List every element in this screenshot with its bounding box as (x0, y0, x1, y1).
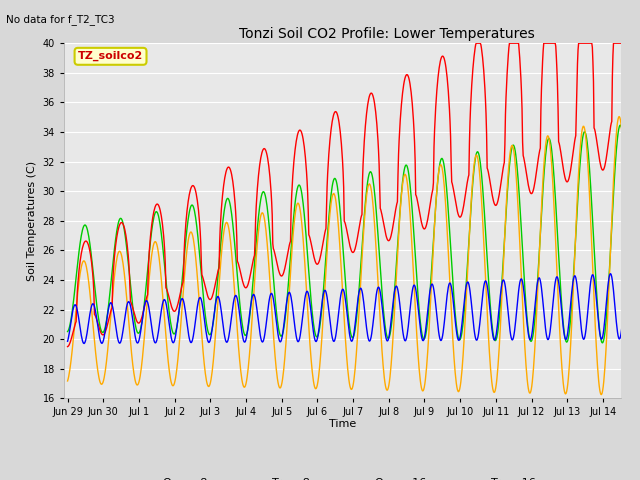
Title: Tonzi Soil CO2 Profile: Lower Temperatures: Tonzi Soil CO2 Profile: Lower Temperatur… (239, 27, 535, 41)
X-axis label: Time: Time (329, 419, 356, 429)
Text: No data for f_T2_TC3: No data for f_T2_TC3 (6, 14, 115, 25)
Y-axis label: Soil Temperatures (C): Soil Temperatures (C) (27, 161, 37, 281)
Legend: Open -8cm, Tree -8cm, Open -16cm, Tree -16cm: Open -8cm, Tree -8cm, Open -16cm, Tree -… (127, 473, 557, 480)
Text: TZ_soilco2: TZ_soilco2 (78, 51, 143, 61)
